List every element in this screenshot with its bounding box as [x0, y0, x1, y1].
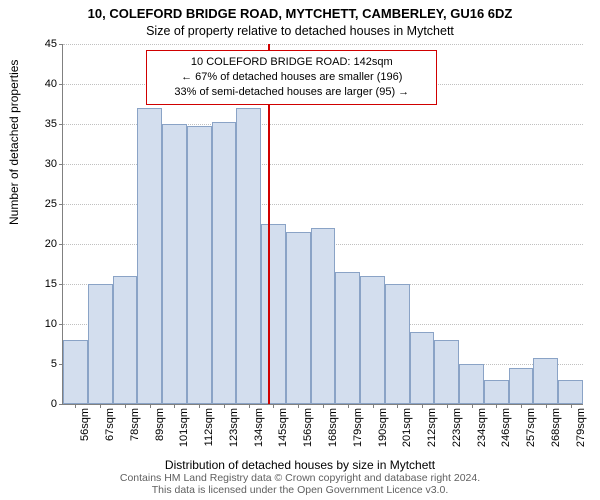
x-tick-mark: [174, 404, 175, 408]
annotation-box: 10 COLEFORD BRIDGE ROAD: 142sqm← 67% of …: [146, 50, 437, 105]
chart-subtitle: Size of property relative to detached ho…: [0, 24, 600, 38]
y-tick-label: 5: [51, 358, 57, 370]
bar: [434, 340, 459, 404]
chart-title: 10, COLEFORD BRIDGE ROAD, MYTCHETT, CAMB…: [0, 6, 600, 21]
x-tick-mark: [273, 404, 274, 408]
x-tick-label: 56sqm: [79, 408, 91, 441]
bar: [236, 108, 261, 404]
bar: [484, 380, 509, 404]
x-tick-label: 246sqm: [500, 408, 512, 447]
bar: [360, 276, 385, 404]
x-tick-label: 201sqm: [401, 408, 413, 447]
x-tick-mark: [75, 404, 76, 408]
x-tick-mark: [472, 404, 473, 408]
chart-plot-area: 10 COLEFORD BRIDGE ROAD: 142sqm← 67% of …: [62, 44, 583, 405]
x-tick-label: 190sqm: [377, 408, 389, 447]
x-tick-mark: [100, 404, 101, 408]
y-tick-mark: [59, 404, 63, 405]
x-tick-mark: [496, 404, 497, 408]
x-tick-label: 234sqm: [476, 408, 488, 447]
y-tick-label: 0: [51, 398, 57, 410]
x-tick-label: 268sqm: [550, 408, 562, 447]
x-tick-mark: [571, 404, 572, 408]
x-tick-mark: [447, 404, 448, 408]
x-tick-label: 123sqm: [228, 408, 240, 447]
x-tick-mark: [224, 404, 225, 408]
y-tick-label: 10: [45, 318, 57, 330]
x-axis-label: Distribution of detached houses by size …: [0, 458, 600, 472]
bar: [459, 364, 484, 404]
x-tick-mark: [521, 404, 522, 408]
x-tick-label: 112sqm: [203, 408, 215, 446]
bar: [533, 358, 558, 404]
x-tick-label: 78sqm: [129, 408, 141, 441]
x-tick-label: 168sqm: [327, 408, 339, 447]
bar: [88, 284, 113, 404]
x-tick-mark: [249, 404, 250, 408]
y-tick-label: 40: [45, 78, 57, 90]
x-tick-label: 89sqm: [154, 408, 166, 441]
x-tick-label: 134sqm: [253, 408, 265, 447]
x-tick-label: 279sqm: [575, 408, 587, 447]
x-tick-label: 257sqm: [525, 408, 537, 447]
x-tick-label: 101sqm: [178, 408, 190, 447]
footer-text: Contains HM Land Registry data © Crown c…: [0, 472, 600, 496]
bar: [335, 272, 360, 404]
x-tick-label: 179sqm: [352, 408, 364, 447]
y-tick-label: 30: [45, 158, 57, 170]
bar: [113, 276, 138, 404]
x-tick-mark: [199, 404, 200, 408]
bar: [137, 108, 162, 404]
y-tick-label: 20: [45, 238, 57, 250]
bar: [187, 126, 212, 404]
x-tick-label: 156sqm: [302, 408, 314, 447]
bar: [162, 124, 187, 404]
y-tick-label: 35: [45, 118, 57, 130]
y-tick-label: 15: [45, 278, 57, 290]
bar: [385, 284, 410, 404]
x-tick-mark: [298, 404, 299, 408]
x-tick-mark: [125, 404, 126, 408]
x-tick-mark: [150, 404, 151, 408]
x-tick-mark: [397, 404, 398, 408]
bar: [410, 332, 435, 404]
y-tick-label: 45: [45, 38, 57, 50]
bar: [212, 122, 237, 404]
x-tick-mark: [373, 404, 374, 408]
x-tick-mark: [422, 404, 423, 408]
bar: [286, 232, 311, 404]
y-tick-label: 25: [45, 198, 57, 210]
bar: [558, 380, 583, 404]
y-axis-label: Number of detached properties: [7, 60, 21, 225]
bar: [63, 340, 88, 404]
bar: [311, 228, 336, 404]
x-tick-mark: [323, 404, 324, 408]
x-tick-label: 212sqm: [426, 408, 438, 447]
x-tick-mark: [546, 404, 547, 408]
x-tick-label: 223sqm: [451, 408, 463, 447]
x-tick-mark: [348, 404, 349, 408]
bar: [509, 368, 534, 404]
x-tick-label: 67sqm: [104, 408, 116, 441]
bar: [261, 224, 286, 404]
x-tick-label: 145sqm: [277, 408, 289, 447]
